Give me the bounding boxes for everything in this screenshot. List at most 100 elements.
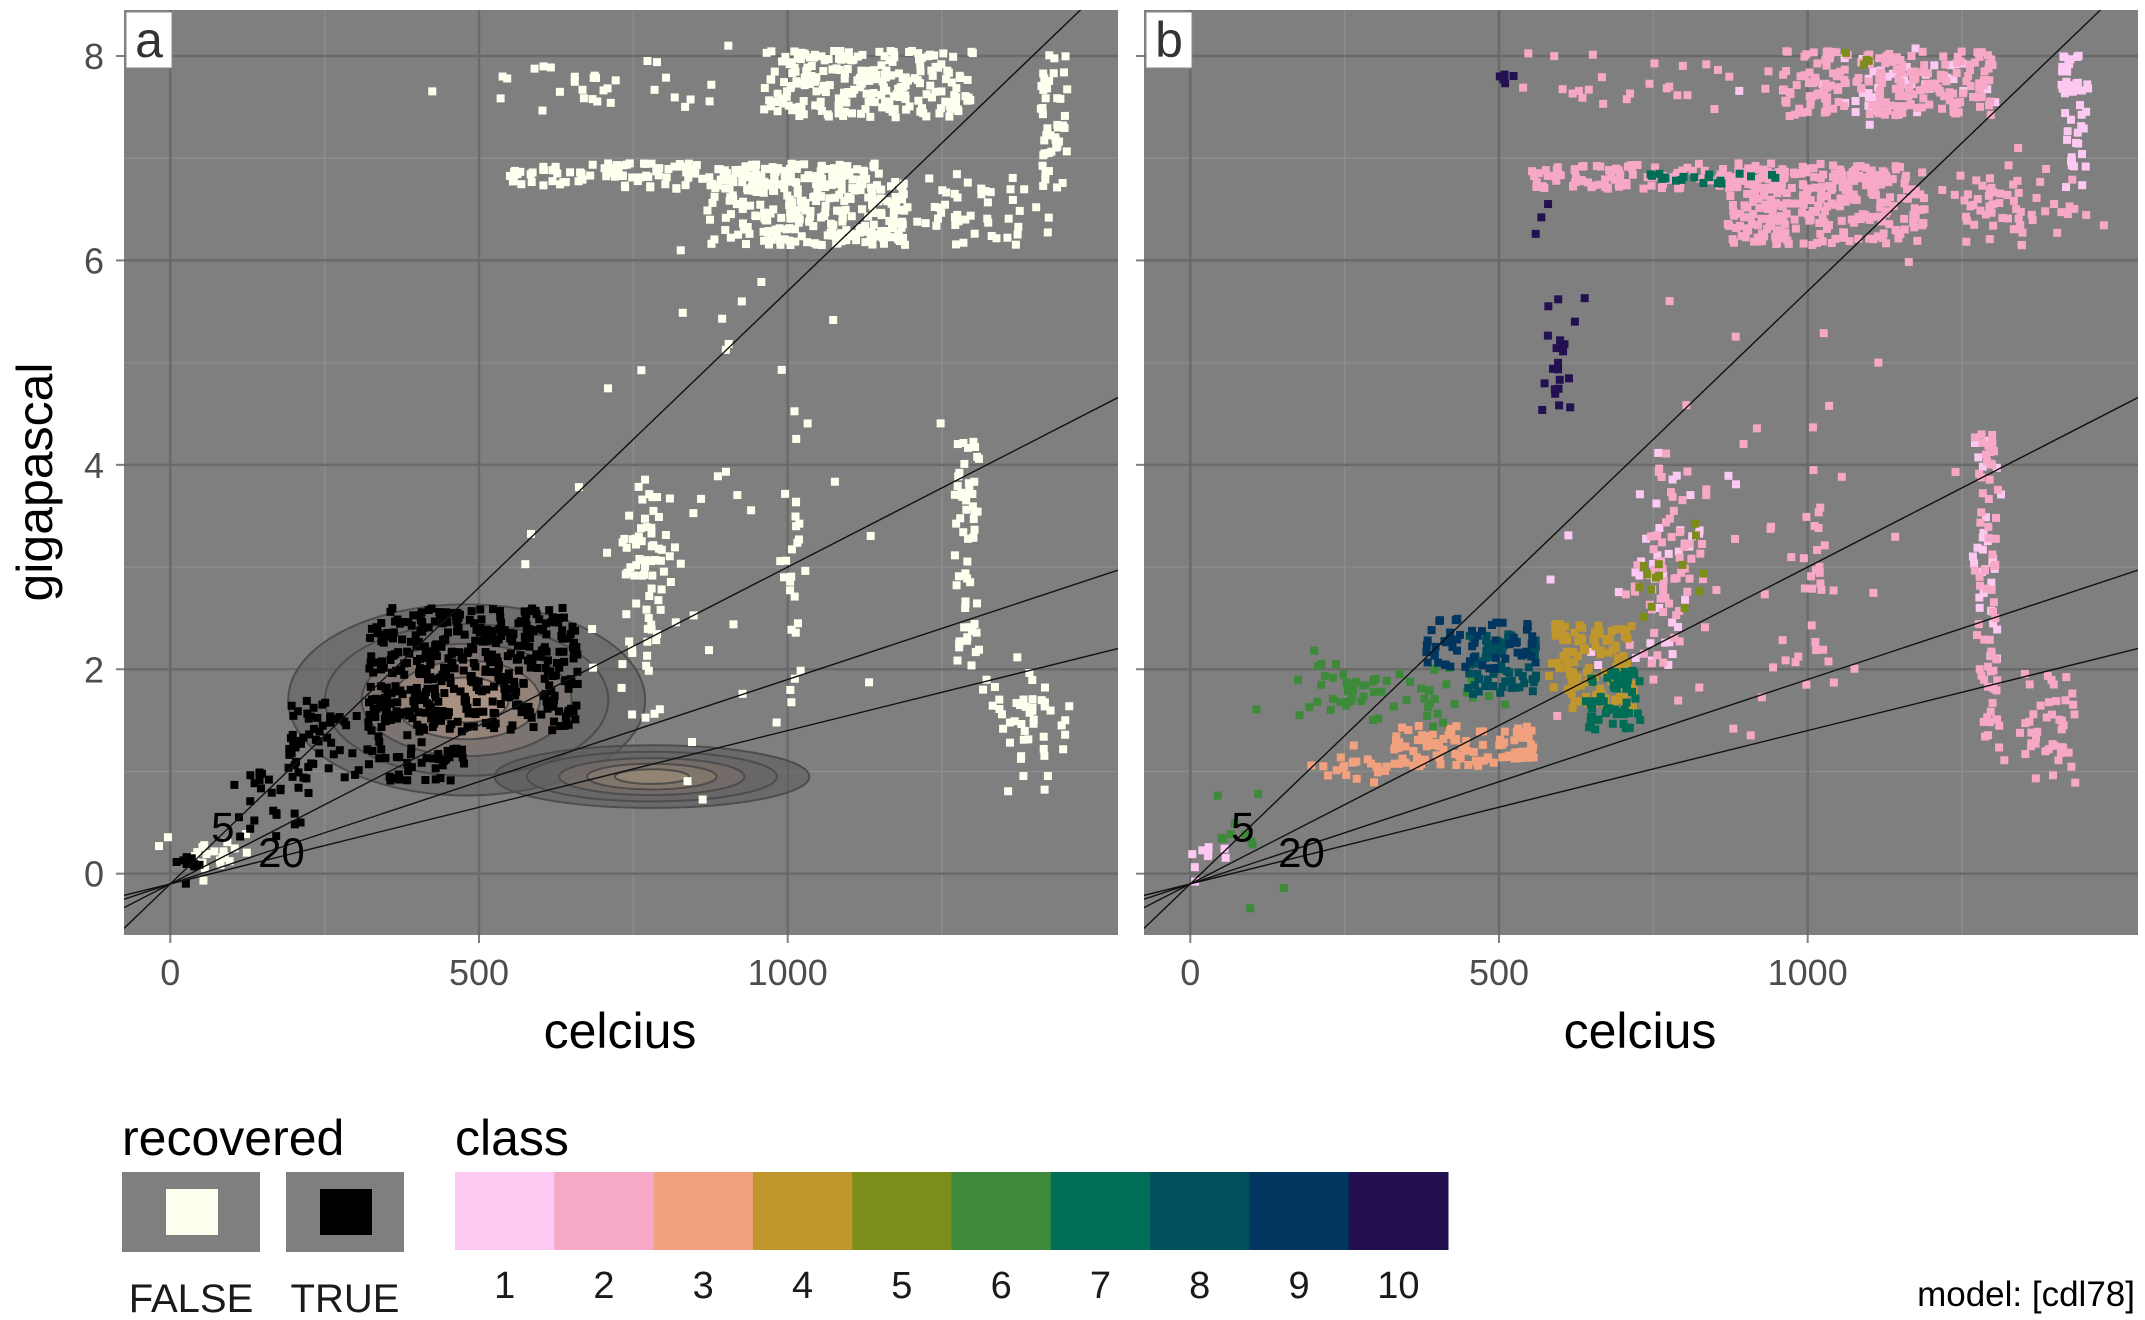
- data-point: [802, 67, 811, 76]
- data-point: [482, 685, 491, 694]
- data-point: [541, 619, 550, 628]
- data-point: [352, 712, 361, 721]
- data-point: [1679, 172, 1688, 181]
- data-point: [1823, 83, 1832, 92]
- data-point: [380, 714, 389, 723]
- data-point: [1470, 638, 1479, 647]
- data-point: [409, 611, 418, 620]
- data-point: [1845, 237, 1854, 246]
- data-point: [1527, 740, 1536, 749]
- data-point: [588, 160, 597, 169]
- data-point: [955, 71, 964, 80]
- data-point: [514, 666, 523, 675]
- data-point: [1042, 131, 1051, 140]
- data-point: [930, 202, 939, 211]
- data-point: [817, 240, 826, 249]
- data-point: [1482, 631, 1491, 640]
- data-point: [414, 611, 423, 620]
- data-point: [902, 105, 911, 114]
- data-point: [1987, 647, 1996, 656]
- data-point: [1674, 696, 1683, 705]
- data-point: [572, 643, 581, 652]
- data-point: [225, 857, 234, 866]
- data-point: [721, 213, 730, 222]
- data-point: [684, 159, 693, 168]
- data-point: [550, 691, 559, 700]
- data-point: [611, 172, 620, 181]
- data-point: [1985, 76, 1994, 85]
- data-point: [748, 179, 757, 188]
- data-point: [2050, 200, 2059, 209]
- data-point: [738, 178, 747, 187]
- data-point: [689, 509, 698, 518]
- data-point: [786, 214, 795, 223]
- data-point: [417, 738, 426, 747]
- data-point: [831, 193, 840, 202]
- data-point: [1490, 663, 1499, 672]
- data-point: [2031, 774, 2040, 783]
- data-point: [389, 628, 398, 637]
- data-point: [1650, 628, 1659, 637]
- data-point: [1636, 715, 1645, 724]
- data-point: [785, 60, 794, 69]
- data-point: [296, 818, 305, 827]
- data-point: [1758, 236, 1767, 245]
- data-point: [1805, 68, 1814, 77]
- data-point: [1949, 108, 1958, 117]
- data-point: [1668, 618, 1677, 627]
- data-point: [1649, 545, 1658, 554]
- data-point: [835, 160, 844, 169]
- data-point: [781, 166, 790, 175]
- data-point: [1523, 722, 1532, 731]
- data-point: [903, 203, 912, 212]
- data-point: [971, 648, 980, 657]
- data-point: [1978, 438, 1987, 447]
- legend-label-true: TRUE: [291, 1277, 400, 1320]
- data-point: [787, 625, 796, 634]
- data-point: [793, 185, 802, 194]
- data-point: [1683, 467, 1692, 476]
- data-point: [1760, 590, 1769, 599]
- data-point: [968, 49, 977, 58]
- class-swatch-3: [653, 1172, 754, 1250]
- data-point: [950, 551, 959, 560]
- data-point: [1907, 185, 1916, 194]
- data-point: [891, 177, 900, 186]
- data-point: [483, 653, 492, 662]
- data-point: [617, 683, 626, 692]
- data-point: [987, 231, 996, 240]
- data-point: [1622, 95, 1631, 104]
- data-point: [952, 84, 961, 93]
- data-point: [742, 173, 751, 182]
- data-point: [1772, 240, 1781, 249]
- data-point: [862, 174, 871, 183]
- data-point: [1395, 669, 1404, 678]
- data-point: [505, 693, 514, 702]
- data-point: [313, 713, 322, 722]
- data-point: [1669, 506, 1678, 515]
- data-point: [1769, 203, 1778, 212]
- data-point: [588, 625, 597, 634]
- data-point: [1945, 88, 1954, 97]
- data-point: [1528, 167, 1537, 176]
- data-point: [1725, 221, 1734, 230]
- data-point: [1595, 180, 1604, 189]
- data-point: [527, 713, 536, 722]
- data-point: [1869, 235, 1878, 244]
- data-point: [2048, 740, 2057, 749]
- data-point: [440, 689, 449, 698]
- data-point: [1574, 86, 1583, 95]
- data-point: [792, 434, 801, 443]
- data-point: [1515, 683, 1524, 692]
- data-point: [2036, 701, 2045, 710]
- data-point: [1665, 638, 1674, 647]
- data-point: [487, 667, 496, 676]
- data-point: [1979, 589, 1988, 598]
- data-point: [406, 685, 415, 694]
- data-point: [375, 754, 384, 763]
- data-point: [1024, 735, 1033, 744]
- data-point: [821, 88, 830, 97]
- data-point: [1628, 170, 1637, 179]
- data-point: [1939, 52, 1948, 61]
- data-point: [465, 615, 474, 624]
